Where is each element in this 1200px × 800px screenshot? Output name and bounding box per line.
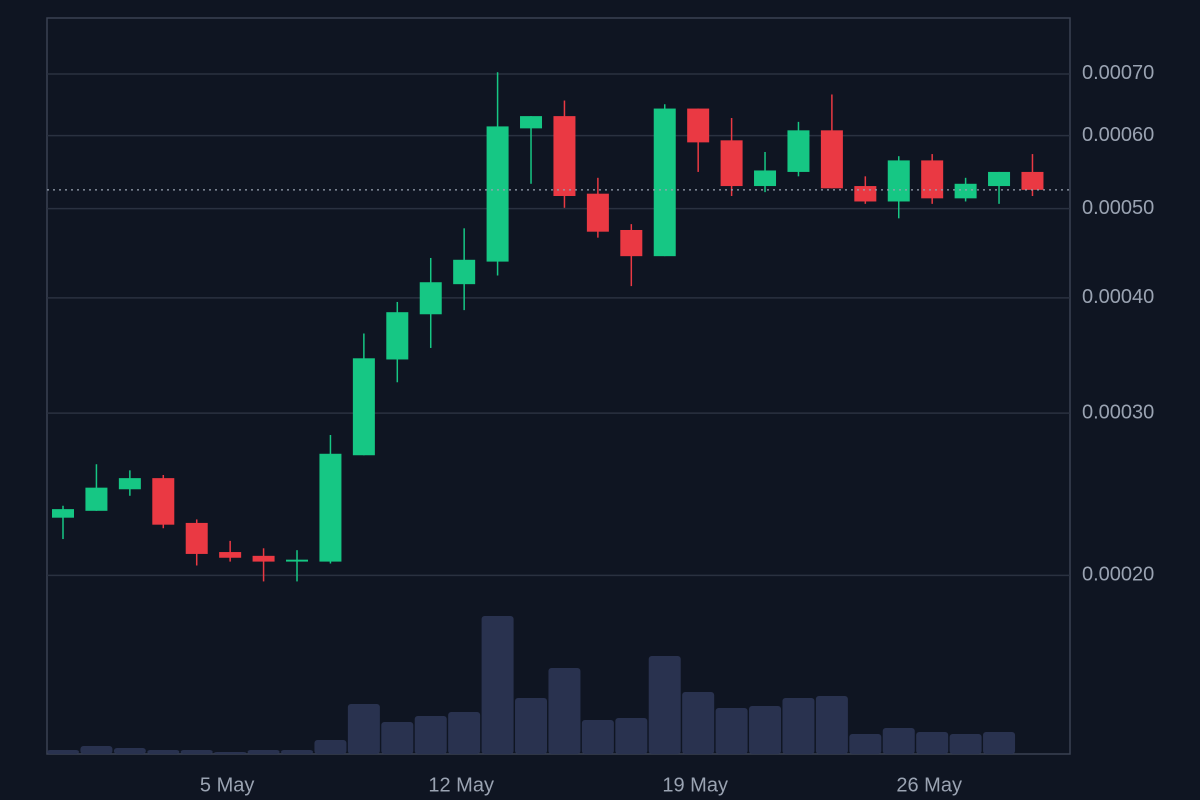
candle-body — [586, 193, 609, 232]
volume-bar — [147, 750, 180, 754]
candle-body — [954, 183, 977, 199]
volume-bar — [80, 746, 113, 754]
volume-bar — [414, 716, 447, 754]
volume-bar — [749, 706, 782, 754]
y-tick-label: 0.00040 — [1082, 286, 1154, 308]
volume-bar — [281, 750, 314, 754]
volume-bar — [448, 712, 481, 754]
volume-bar — [581, 720, 614, 754]
x-tick-label: 26 May — [896, 774, 962, 796]
y-tick-label: 0.00070 — [1082, 62, 1154, 84]
volume-bar — [815, 696, 848, 754]
volume-bar — [882, 728, 915, 754]
candle-body — [754, 170, 777, 187]
volume-bar — [314, 740, 347, 754]
volume-bar — [682, 692, 715, 754]
candle-body — [85, 487, 108, 511]
candle-body — [653, 108, 676, 257]
volume-bar — [782, 698, 815, 754]
candle-body — [152, 478, 175, 525]
candle-body — [486, 126, 509, 262]
volume-bar — [849, 734, 882, 754]
candle-body — [520, 116, 543, 129]
candle-body — [921, 160, 944, 199]
volume-bar — [47, 750, 79, 754]
volume-bar — [983, 732, 1016, 754]
volume-bar — [481, 616, 514, 754]
volume-bar — [916, 732, 949, 754]
y-tick-label: 0.00050 — [1082, 197, 1154, 219]
candle-body — [219, 552, 242, 558]
candle-body — [787, 130, 810, 172]
candle-body — [720, 140, 743, 187]
candle-body — [419, 282, 442, 315]
y-tick-label: 0.00060 — [1082, 124, 1154, 146]
volume-bar — [381, 722, 414, 754]
candle-body — [687, 108, 710, 143]
candle-body — [118, 478, 141, 490]
volume-bar — [214, 752, 247, 754]
candle-body — [252, 555, 275, 562]
y-tick-label: 0.00020 — [1082, 564, 1154, 586]
candle-body — [1021, 171, 1044, 190]
candle-body — [553, 116, 576, 197]
volume-bar — [347, 704, 380, 754]
volume-bar — [715, 708, 748, 754]
x-tick-label: 19 May — [662, 774, 728, 796]
x-tick-label: 5 May — [200, 774, 254, 796]
candle-body — [887, 160, 910, 202]
volume-bar — [247, 750, 280, 754]
y-tick-label: 0.00030 — [1082, 401, 1154, 423]
volume-bar — [949, 734, 982, 754]
x-tick-label: 12 May — [428, 774, 494, 796]
candle-body — [854, 186, 877, 202]
candle-body — [820, 130, 843, 189]
volume-bar — [615, 718, 648, 754]
volume-bar — [180, 750, 213, 754]
volume-bar — [515, 698, 548, 754]
volume-bar — [548, 668, 581, 754]
candle-body — [319, 453, 342, 562]
candle-body — [386, 312, 409, 360]
candle-body — [52, 509, 74, 518]
candle-body — [620, 229, 643, 257]
candle-body — [352, 358, 375, 456]
candle-body — [185, 522, 208, 554]
candle-body — [286, 559, 309, 562]
volume-bar — [648, 656, 681, 754]
volume-bar — [113, 748, 146, 754]
candle-body — [988, 171, 1011, 187]
candle-body — [453, 259, 476, 285]
